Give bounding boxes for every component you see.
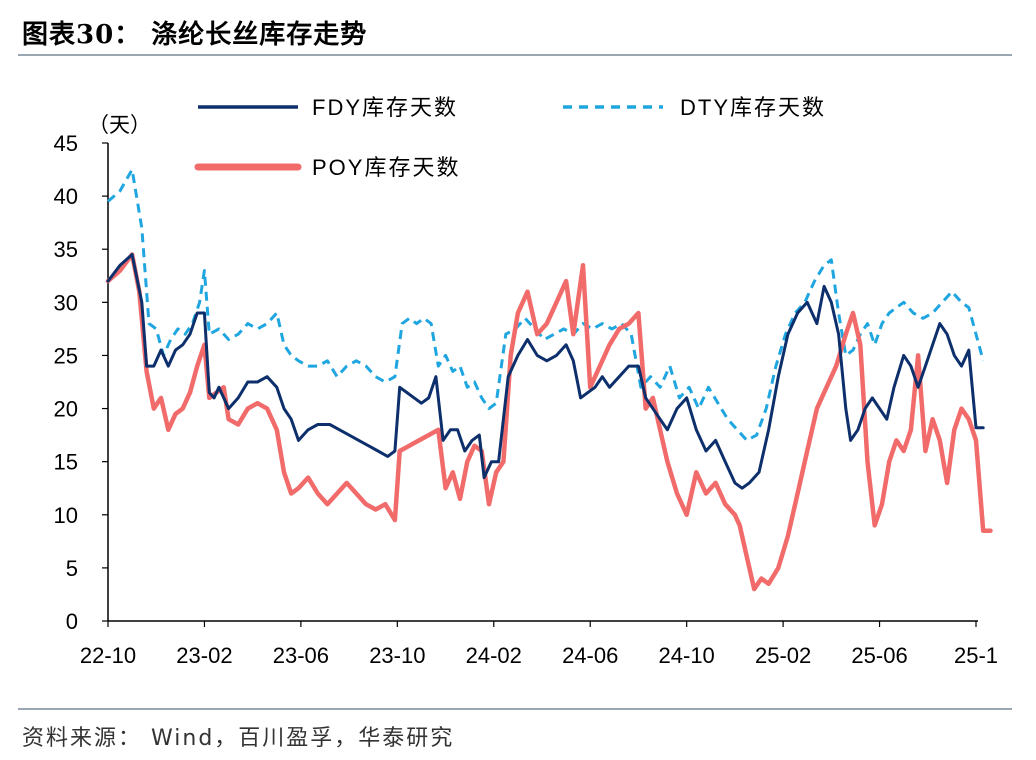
x-tick-label: 23-10 — [369, 643, 425, 668]
axes: 0 5 10 15 20 25 30 35 40 45 （天） 22-10 23-02 23-06 23-1… — [54, 113, 999, 668]
line-chart: 0 5 10 15 20 25 30 35 40 45 （天） 22-10 23-02 23-06 23-1… — [54, 95, 999, 668]
y-tick-label: 35 — [54, 237, 78, 262]
legend: FDY库存天数 DTY库存天数 POY库存天数 — [194, 95, 826, 180]
series-line-1 — [106, 253, 985, 490]
source-note: 资料来源： Wind，百川盈孚，华泰研究 — [22, 726, 455, 751]
y-tick-label: 10 — [54, 503, 78, 528]
legend-label-3: POY库存天数 — [312, 155, 460, 180]
y-tick-label: 30 — [54, 290, 78, 315]
y-tick-label: 40 — [54, 184, 78, 209]
x-tick-label: 25-02 — [755, 643, 811, 668]
x-tick-label: 22-10 — [80, 643, 136, 668]
x-tick-label: 25-1 — [954, 643, 998, 668]
y-tick-label: 0 — [66, 609, 78, 634]
x-tick-label: 23-02 — [176, 643, 232, 668]
series-line-3 — [105, 252, 993, 592]
x-tick-label: 24-06 — [562, 643, 618, 668]
x-tick-label: 24-02 — [466, 643, 522, 668]
legend-label-2: DTY库存天数 — [680, 95, 826, 120]
y-tick-label: 15 — [54, 450, 78, 475]
x-tick-label: 25-06 — [851, 643, 907, 668]
legend-label-1: FDY库存天数 — [312, 95, 458, 120]
series-line-2 — [107, 168, 985, 442]
y-tick-label: 25 — [54, 343, 78, 368]
x-tick-label: 23-06 — [273, 643, 329, 668]
y-tick-label: 5 — [66, 556, 78, 581]
title-divider — [18, 54, 1012, 56]
y-axis-unit: （天） — [88, 113, 151, 137]
chart-title: 图表30： 涤纶长丝库存走势 — [22, 20, 368, 50]
plot-area — [105, 168, 993, 592]
y-tick-label: 20 — [54, 397, 78, 422]
x-tick-label: 24-10 — [659, 643, 715, 668]
footer-divider — [18, 708, 1012, 710]
y-tick-label: 45 — [54, 131, 78, 156]
